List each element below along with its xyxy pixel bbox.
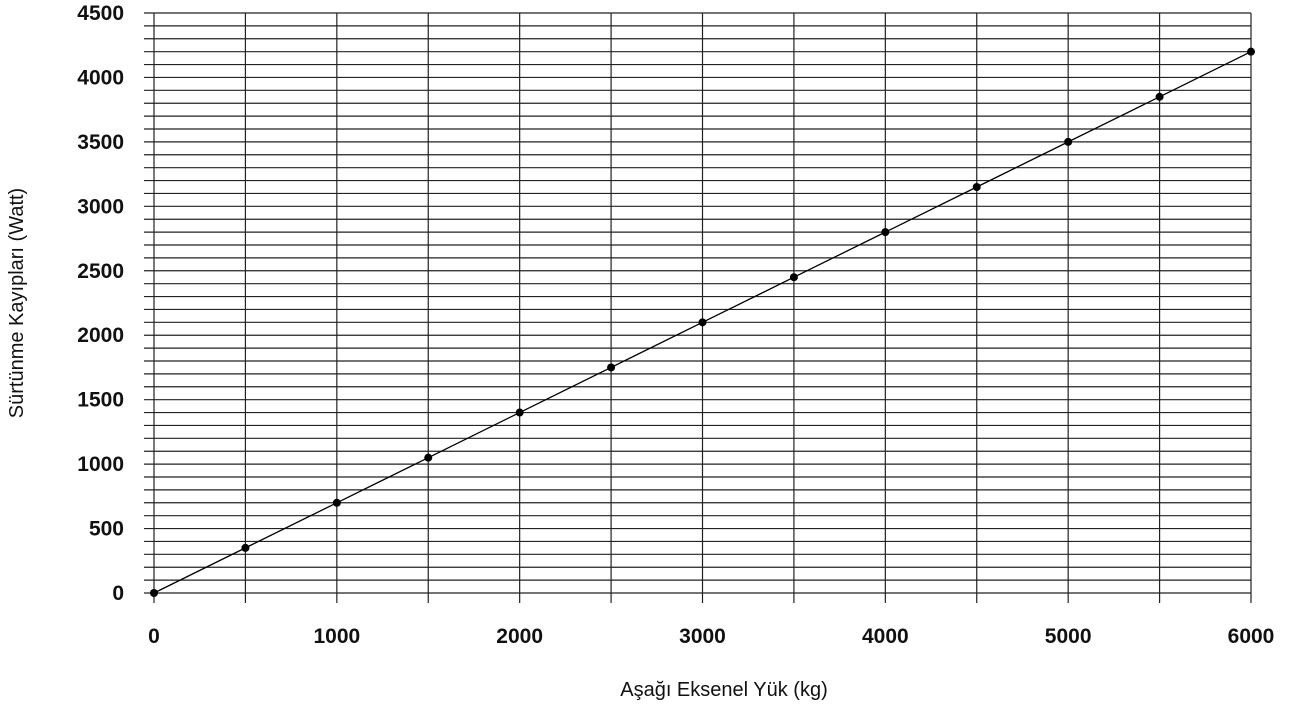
grid bbox=[144, 12, 1252, 603]
y-tick-label: 0 bbox=[112, 582, 124, 605]
x-tick-label: 1000 bbox=[313, 625, 360, 648]
x-tick-label: 2000 bbox=[496, 625, 543, 648]
data-point bbox=[881, 228, 890, 237]
data-point bbox=[1064, 137, 1073, 146]
data-point bbox=[698, 318, 707, 327]
data-point bbox=[150, 589, 158, 597]
data-point bbox=[972, 183, 981, 191]
x-tick-label: 0 bbox=[148, 625, 160, 648]
y-tick-label: 500 bbox=[89, 518, 124, 541]
data-point bbox=[1247, 47, 1255, 56]
y-tick-label: 1500 bbox=[77, 389, 124, 412]
data-point bbox=[607, 363, 616, 372]
x-tick-label: 6000 bbox=[1228, 625, 1275, 648]
data-point bbox=[241, 543, 250, 552]
data-point bbox=[515, 408, 524, 417]
data-point bbox=[332, 498, 341, 507]
x-tick-label: 4000 bbox=[862, 625, 909, 648]
y-tick-label: 1000 bbox=[77, 453, 124, 476]
data-point bbox=[424, 453, 433, 462]
x-axis-ticks: 0 1000 2000 3000 4000 5000 6000 bbox=[148, 625, 1274, 648]
y-tick-label: 2000 bbox=[77, 324, 124, 347]
y-axis-ticks: 0 500 1000 1500 2000 2500 3000 3500 4000 4500 bbox=[77, 2, 124, 605]
y-tick-label: 4500 bbox=[77, 2, 124, 25]
data-point bbox=[1155, 92, 1164, 101]
x-tick-label: 3000 bbox=[679, 625, 726, 648]
x-axis-title: Aşağı Eksenel Yük (kg) bbox=[620, 679, 828, 701]
y-tick-label: 4000 bbox=[77, 66, 124, 89]
y-axis-title: Sürtünme Kayıpları (Watt) bbox=[6, 188, 28, 418]
y-tick-label: 2500 bbox=[77, 260, 124, 283]
data-series bbox=[150, 47, 1255, 597]
data-point bbox=[789, 273, 798, 282]
y-tick-label: 3500 bbox=[77, 131, 124, 154]
y-tick-label: 3000 bbox=[77, 195, 124, 218]
x-tick-label: 5000 bbox=[1045, 625, 1092, 648]
